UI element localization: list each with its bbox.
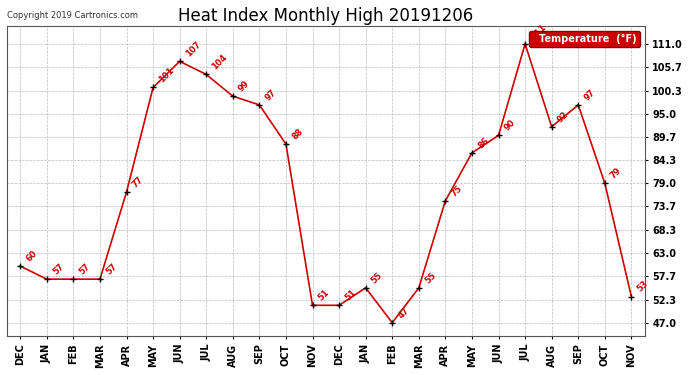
Text: 60: 60 — [24, 249, 39, 263]
Text: 111: 111 — [529, 22, 548, 41]
Text: 99: 99 — [237, 79, 251, 93]
Text: 57: 57 — [104, 262, 119, 276]
Text: 57: 57 — [51, 262, 66, 276]
Text: 77: 77 — [130, 175, 145, 189]
Text: 51: 51 — [343, 288, 358, 303]
Text: 86: 86 — [476, 135, 491, 150]
Text: 55: 55 — [423, 270, 437, 285]
Text: 88: 88 — [290, 127, 304, 141]
Text: 104: 104 — [210, 53, 229, 72]
Text: 79: 79 — [609, 166, 624, 180]
Text: 55: 55 — [370, 270, 384, 285]
Text: 53: 53 — [635, 279, 650, 294]
Text: 97: 97 — [582, 88, 597, 102]
Text: Copyright 2019 Cartronics.com: Copyright 2019 Cartronics.com — [7, 11, 138, 20]
Text: 51: 51 — [317, 288, 331, 303]
Text: 92: 92 — [556, 110, 571, 124]
Text: 101: 101 — [157, 66, 176, 85]
Legend: Temperature  (°F): Temperature (°F) — [529, 32, 640, 47]
Text: 47: 47 — [396, 305, 411, 320]
Text: 97: 97 — [264, 88, 278, 102]
Text: 90: 90 — [503, 118, 518, 133]
Text: 75: 75 — [450, 183, 464, 198]
Text: 57: 57 — [77, 262, 92, 276]
Title: Heat Index Monthly High 20191206: Heat Index Monthly High 20191206 — [178, 7, 473, 25]
Text: 107: 107 — [184, 40, 202, 58]
